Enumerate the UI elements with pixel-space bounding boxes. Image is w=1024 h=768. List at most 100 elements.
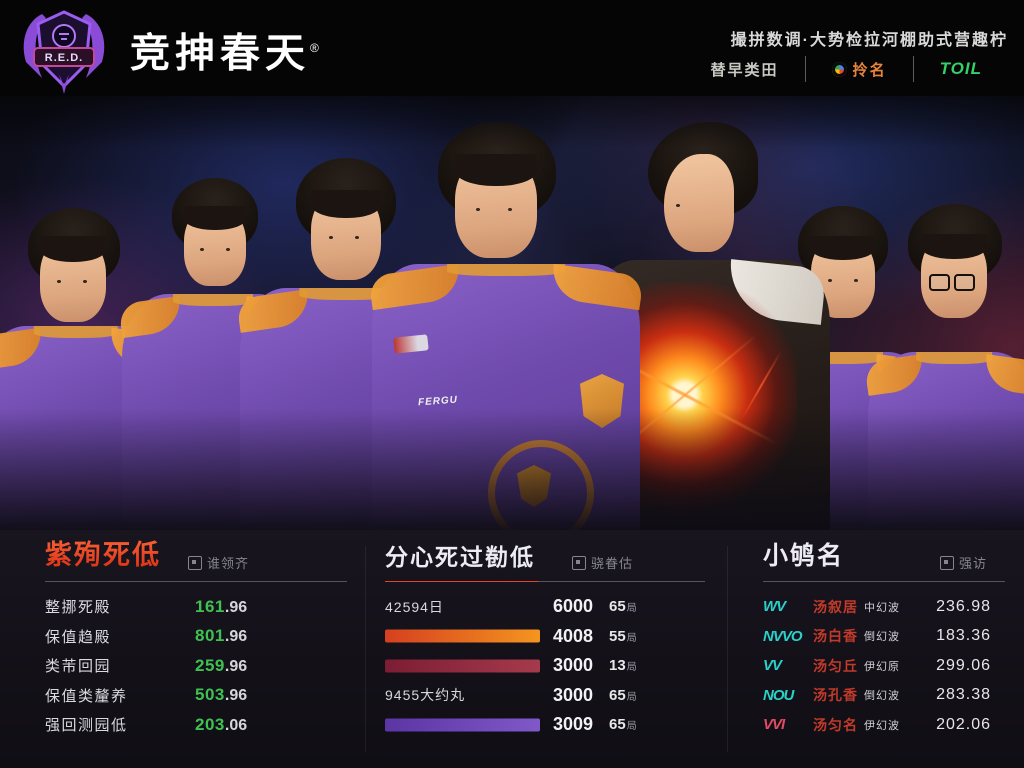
team-crest-icon: R.E.D. <box>23 10 105 94</box>
team-name: 汤叙居 <box>813 598 858 615</box>
team-suffix: 倒幻波 <box>864 690 900 703</box>
team-name: 汤匀名 <box>813 716 858 733</box>
score-row: 3009 65 局 <box>385 710 705 740</box>
top-bar: R.E.D. 竞抻春天® 撮拼数调·大势检拉河棚助式营趣柠 替早类田 拎名 TO… <box>0 0 1024 96</box>
jersey-crest-icon <box>580 374 624 428</box>
stat-value: 801.96 <box>195 626 248 646</box>
panel-subtitle: 骁眷估 <box>571 553 633 572</box>
score-value: 3000 <box>552 655 593 676</box>
stat-value: 259.96 <box>195 655 248 675</box>
score-label: 9455大约丸 <box>385 687 466 704</box>
team-logo: WV <box>763 598 786 616</box>
ranking-row: WV 汤叙居 中幻波 236.98 <box>763 592 1005 622</box>
team-name: 汤孔香 <box>813 687 858 704</box>
team-score: 299.06 <box>936 656 991 674</box>
stat-value: 161.96 <box>195 596 248 616</box>
player-jersey <box>240 288 452 530</box>
spark-effect <box>740 350 782 422</box>
stat-row: 保值趋殿 801.96 <box>45 622 347 652</box>
player-jersey <box>590 260 830 530</box>
stats-section: 紫殉死低 谁领齐 整挪死殿 161.96 保值趋殿 801.96 类芾回园 25… <box>0 530 1024 768</box>
ranking-row: VVI 汤匀名 伊幻波 202.06 <box>763 710 1005 740</box>
divider <box>45 581 347 582</box>
score-value: 4008 <box>552 625 593 646</box>
ranking-row: NVVO 汤白香 倒幻波 183.36 <box>763 622 1005 652</box>
team-logo: NVVO <box>763 627 803 645</box>
team-score: 236.98 <box>936 597 991 615</box>
panel-title: 小鸲名 <box>763 542 845 570</box>
divider <box>804 56 806 82</box>
score-row: 3000 13 局 <box>385 651 705 681</box>
score-bar <box>385 629 540 643</box>
partner-link-1[interactable]: 替早类田 <box>710 61 779 79</box>
score-value: 6000 <box>552 596 593 617</box>
score-count: 65 局 <box>609 716 637 734</box>
panel-divider <box>365 546 366 752</box>
team-score: 283.38 <box>936 686 991 704</box>
score-bar <box>385 659 540 673</box>
ranking-row: NOU 汤孔香 倒幻波 283.38 <box>763 681 1005 711</box>
score-row: 42594日 6000 65 局 <box>385 592 705 622</box>
stat-label: 保值类釐养 <box>45 687 128 705</box>
stat-row: 类芾回园 259.96 <box>45 651 347 681</box>
stat-row: 强回测园低 203.06 <box>45 710 347 740</box>
team-logo: VV <box>763 657 782 675</box>
stat-row: 保值类釐养 503.96 <box>45 681 347 711</box>
divider <box>385 581 705 582</box>
team-name: 汤白香 <box>813 628 858 645</box>
g-logo-icon <box>831 61 847 77</box>
header-slogan: 撮拼数调·大势检拉河棚助式营趣柠 <box>730 32 1008 49</box>
stat-row: 整挪死殿 161.96 <box>45 592 347 622</box>
box-icon <box>571 555 586 570</box>
partner-link-2[interactable]: 拎名 <box>806 59 913 80</box>
team-suffix: 倒幻波 <box>864 631 900 644</box>
score-count: 55 局 <box>609 627 637 645</box>
player-jersey <box>752 352 934 530</box>
stat-label: 强回测园低 <box>45 717 128 735</box>
panel-team-stats: 紫殉死低 谁领齐 整挪死殿 161.96 保值趋殿 801.96 类芾回园 25… <box>45 540 347 740</box>
jersey-ring-logo-icon <box>488 440 594 530</box>
score-count: 13 局 <box>609 657 637 675</box>
box-icon <box>187 555 202 570</box>
brand: R.E.D. 竞抻春天® <box>12 6 319 95</box>
player-hair <box>28 208 120 286</box>
score-bar <box>385 718 540 732</box>
panel-title: 分心死过勌低 <box>385 544 535 570</box>
panel-score-bars: 分心死过勌低 骁眷估 42594日 6000 65 局 4008 55 局 3000 <box>385 540 705 740</box>
stat-label: 类芾回园 <box>45 658 112 676</box>
team-suffix: 伊幻波 <box>864 719 900 732</box>
explosion-effect <box>572 282 797 517</box>
divider <box>912 56 914 82</box>
score-label: 42594日 <box>385 598 444 615</box>
spark-effect <box>586 307 616 395</box>
registered-mark: ® <box>310 41 319 55</box>
player-jersey <box>868 352 1024 530</box>
stat-label: 整挪死殿 <box>45 599 112 617</box>
ranking-row: VV 汤匀丘 伊幻原 299.06 <box>763 651 1005 681</box>
team-logo: NOU <box>763 686 794 704</box>
player-jersey <box>372 264 640 530</box>
panel-title: 紫殉死低 <box>45 533 161 572</box>
score-count: 65 局 <box>609 598 637 616</box>
score-value: 3000 <box>552 684 593 705</box>
divider <box>763 581 1005 582</box>
partner-row: 替早类田 拎名 TOIL <box>685 54 1008 84</box>
page-title: 竞抻春天® <box>130 31 319 76</box>
team-suffix: 中幻波 <box>864 601 900 614</box>
team-photo: FERGU <box>0 96 1024 530</box>
panel-divider <box>727 546 728 752</box>
stat-label: 保值趋殿 <box>45 628 112 646</box>
jersey-patch <box>393 334 429 354</box>
box-icon <box>939 555 954 570</box>
player-jersey <box>122 294 304 530</box>
team-score: 183.36 <box>936 627 991 645</box>
partner-link-3[interactable]: TOIL <box>939 59 982 78</box>
panel-subtitle: 谁领齐 <box>187 553 249 572</box>
jersey-sponsor-text: FERGU <box>417 394 459 409</box>
stat-value: 503.96 <box>195 685 248 705</box>
team-name: 汤匀丘 <box>813 657 858 674</box>
score-value: 3009 <box>552 714 593 735</box>
crest-label: R.E.D. <box>45 52 83 64</box>
panel-subtitle: 强访 <box>939 553 987 572</box>
score-count: 65 局 <box>609 686 637 704</box>
